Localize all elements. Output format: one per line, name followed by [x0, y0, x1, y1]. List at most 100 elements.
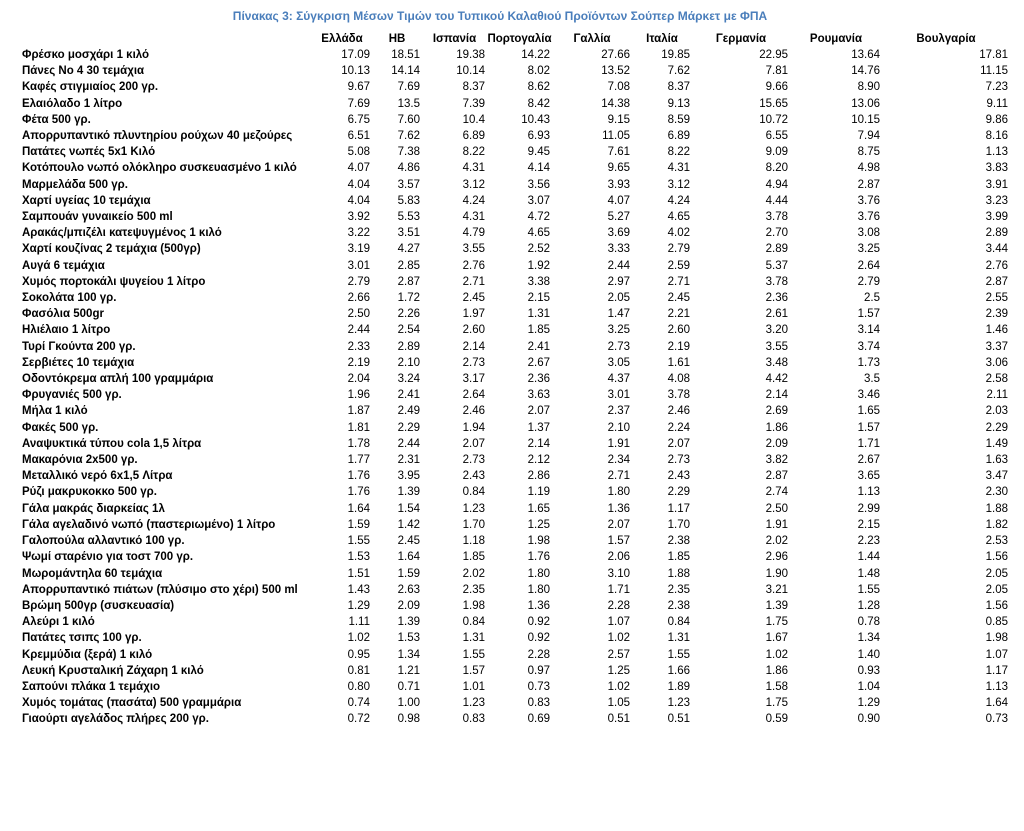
price-cell: 2.67 [527, 356, 550, 369]
price-cell: 9.66 [765, 81, 788, 94]
price-cell: 2.02 [765, 535, 788, 548]
product-name: Φρέσκο μοσχάρι 1 κιλό [22, 49, 150, 61]
price-cell: 2.05 [985, 567, 1008, 580]
price-cell: 1.80 [527, 583, 550, 596]
price-cell: 2.15 [527, 292, 550, 305]
price-cell: 7.61 [607, 146, 630, 159]
price-cell: 9.67 [347, 81, 370, 94]
product-name: Πατάτες τσιπς 100 γρ. [22, 632, 142, 645]
price-cell: 7.69 [347, 97, 370, 110]
price-cell: 2.89 [985, 227, 1008, 240]
product-name: Γαλοπούλα αλλαντικό 100 γρ. [22, 535, 185, 548]
table-row: Φακές 500 γρ. 1.81 2.29 1.94 1.37 2.10 2.24 1.8… [22, 420, 1010, 436]
price-cell: 1.23 [667, 697, 690, 710]
price-cell: 0.83 [462, 713, 485, 726]
price-cell: 0.92 [527, 616, 550, 629]
price-cell: 2.5 [864, 292, 880, 305]
table-row: Σερβιέτες 10 τεμάχια 2.19 2.10 2.73 2.67 3.05… [22, 355, 1010, 371]
product-name: Χαρτί υγείας 10 τεμάχια [22, 194, 151, 207]
price-cell: 5.08 [347, 146, 370, 159]
price-cell: 1.56 [985, 599, 1008, 612]
price-cell: 1.42 [397, 518, 420, 531]
price-cell: 1.31 [527, 308, 550, 321]
price-cell: 4.07 [347, 162, 370, 175]
price-cell: 3.65 [857, 470, 880, 483]
price-cell: 1.88 [667, 567, 690, 580]
price-cell: 2.21 [667, 308, 690, 321]
price-cell: 2.38 [667, 535, 690, 548]
price-cell: 7.62 [667, 65, 690, 78]
price-cell: 0.74 [347, 697, 370, 710]
price-cell: 3.10 [607, 567, 630, 580]
price-cell: 1.58 [765, 680, 788, 693]
price-cell: 1.96 [347, 389, 370, 402]
price-cell: 2.09 [397, 599, 420, 612]
price-cell: 0.51 [607, 713, 630, 726]
price-cell: 1.85 [667, 551, 690, 564]
table-row: Πατάτες νωπές 5x1 Κιλό 5.08 7.38 8.22 9.45 7.… [22, 144, 1010, 160]
price-cell: 6.89 [462, 130, 485, 143]
price-cell: 2.87 [397, 275, 420, 288]
price-cell: 3.44 [985, 243, 1008, 256]
price-cell: 1.57 [607, 535, 630, 548]
price-cell: 6.75 [347, 113, 370, 126]
price-cell: 2.87 [985, 275, 1008, 288]
price-cell: 1.00 [397, 697, 420, 710]
price-cell: 2.28 [527, 648, 550, 661]
price-cell: 1.92 [527, 259, 550, 272]
table-row: Πάνες Νο 4 30 τεμάχια 10.13 14.14 10.14 8.02… [22, 63, 1010, 79]
price-cell: 1.13 [985, 146, 1008, 159]
price-cell: 4.37 [607, 373, 630, 386]
price-cell: 4.65 [527, 227, 550, 240]
price-cell: 2.79 [667, 243, 690, 256]
price-cell: 10.14 [456, 65, 485, 78]
price-cell: 11.05 [602, 130, 630, 143]
price-cell: 2.60 [462, 324, 485, 337]
price-cell: 3.56 [527, 178, 550, 191]
price-cell: 2.96 [765, 551, 788, 564]
price-cell: 3.99 [985, 211, 1008, 224]
price-cell: 2.41 [527, 340, 550, 353]
table-row: Χυμός πορτοκάλι ψυγείου 1 λίτρο 2.79 2.87 2… [22, 274, 1010, 290]
price-cell: 1.23 [462, 697, 485, 710]
price-cell: 2.26 [397, 308, 420, 321]
price-cell: 2.89 [765, 243, 788, 256]
price-cell: 10.15 [851, 113, 880, 126]
table-row: Φέτα 500 γρ. 6.75 7.60 10.4 10.43 9.15 8.59 10.… [22, 112, 1010, 128]
price-cell: 1.19 [527, 486, 550, 499]
price-cell: 0.73 [985, 713, 1008, 726]
price-cell: 1.28 [857, 599, 880, 612]
price-cell: 1.25 [527, 518, 550, 531]
price-cell: 1.23 [462, 502, 485, 515]
table-row: Κρεμμύδια (ξερά) 1 κιλό 0.95 1.34 1.55 2.28 2… [22, 647, 1010, 663]
price-cell: 0.72 [347, 713, 370, 726]
price-cell: 4.08 [667, 373, 690, 386]
price-cell: 2.74 [765, 486, 788, 499]
price-cell: 1.51 [347, 567, 370, 580]
price-cell: 8.42 [527, 97, 550, 110]
price-cell: 1.61 [667, 356, 690, 369]
price-cell: 3.12 [667, 178, 690, 191]
price-cell: 2.09 [765, 437, 788, 450]
price-cell: 4.72 [527, 211, 550, 224]
table-row: Κοτόπουλο νωπό ολόκληρο συσκευασμένο 1 κ… [22, 160, 1010, 176]
price-cell: 6.93 [527, 130, 550, 143]
price-cell: 2.29 [985, 421, 1008, 434]
price-cell: 2.02 [462, 567, 485, 580]
price-cell: 3.48 [765, 356, 788, 369]
product-name: Φακές 500 γρ. [22, 421, 99, 434]
price-cell: 19.85 [661, 49, 690, 61]
price-cell: 1.53 [347, 551, 370, 564]
price-cell: 2.07 [607, 518, 630, 531]
price-cell: 3.12 [462, 178, 485, 191]
price-cell: 2.66 [347, 292, 370, 305]
price-cell: 8.75 [857, 146, 880, 159]
product-name: Χαρτί κουζίνας 2 τεμάχια (500γρ) [22, 243, 201, 256]
price-cell: 2.07 [462, 437, 485, 450]
price-cell: 1.76 [527, 551, 550, 564]
price-cell: 0.97 [527, 664, 550, 677]
price-cell: 1.86 [765, 421, 788, 434]
price-cell: 15.65 [759, 97, 788, 110]
price-cell: 4.24 [462, 194, 485, 207]
price-cell: 1.76 [347, 486, 370, 499]
